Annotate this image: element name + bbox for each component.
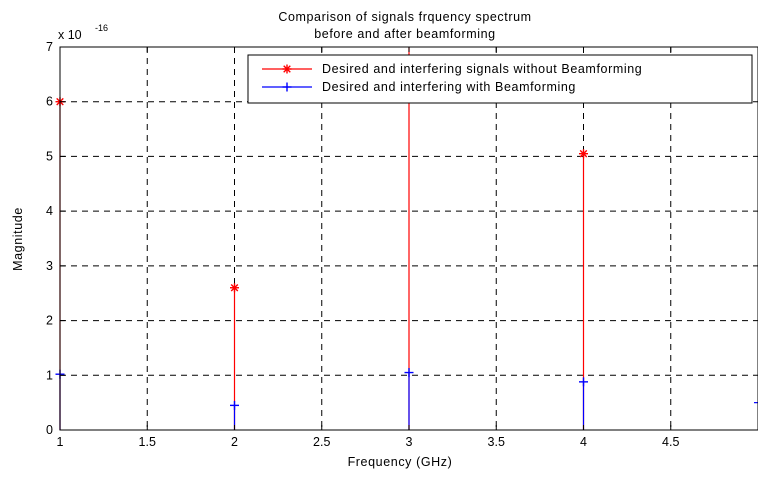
chart-title-line-2: before and after beamforming xyxy=(314,27,495,41)
x-tick-label: 4 xyxy=(580,435,587,449)
x-tick-label: 3 xyxy=(406,435,413,449)
y-tick-label: 4 xyxy=(46,204,53,218)
x-tick-label: 2 xyxy=(231,435,238,449)
stem-marker-series-2 xyxy=(579,377,588,386)
x-tick-label: 4.5 xyxy=(662,435,679,449)
x-tick-label: 1 xyxy=(57,435,64,449)
chart-title-line-1: Comparison of signals frquency spectrum xyxy=(278,10,531,24)
x-axis-label: Frequency (GHz) xyxy=(348,455,453,469)
legend-marker-1 xyxy=(283,65,292,74)
y-tick-label: 7 xyxy=(46,40,53,54)
legend-label-2: Desired and interfering with Beamforming xyxy=(322,80,576,94)
y-tick-label: 1 xyxy=(46,368,53,382)
y-tick-label: 5 xyxy=(46,149,53,163)
y-tick-label: 0 xyxy=(46,423,53,437)
y-tick-label: 3 xyxy=(46,259,53,273)
y-tick-label: 6 xyxy=(46,95,53,109)
legend-label-1: Desired and interfering signals without … xyxy=(322,62,642,76)
stem-marker-series-1 xyxy=(579,149,588,158)
legend: Desired and interfering signals without … xyxy=(248,55,752,103)
y-tick-label: 2 xyxy=(46,314,53,328)
y-axis-label: Magnitude xyxy=(11,207,25,271)
y-exponent-value: -16 xyxy=(95,23,108,33)
y-exponent-label: x 10 xyxy=(58,28,82,42)
data-stems xyxy=(56,47,758,430)
x-tick-label: 2.5 xyxy=(313,435,330,449)
x-tick-label: 3.5 xyxy=(488,435,505,449)
x-tick-label: 1.5 xyxy=(139,435,156,449)
stem-marker-series-2 xyxy=(230,401,239,410)
stem-marker-series-1 xyxy=(230,283,239,292)
